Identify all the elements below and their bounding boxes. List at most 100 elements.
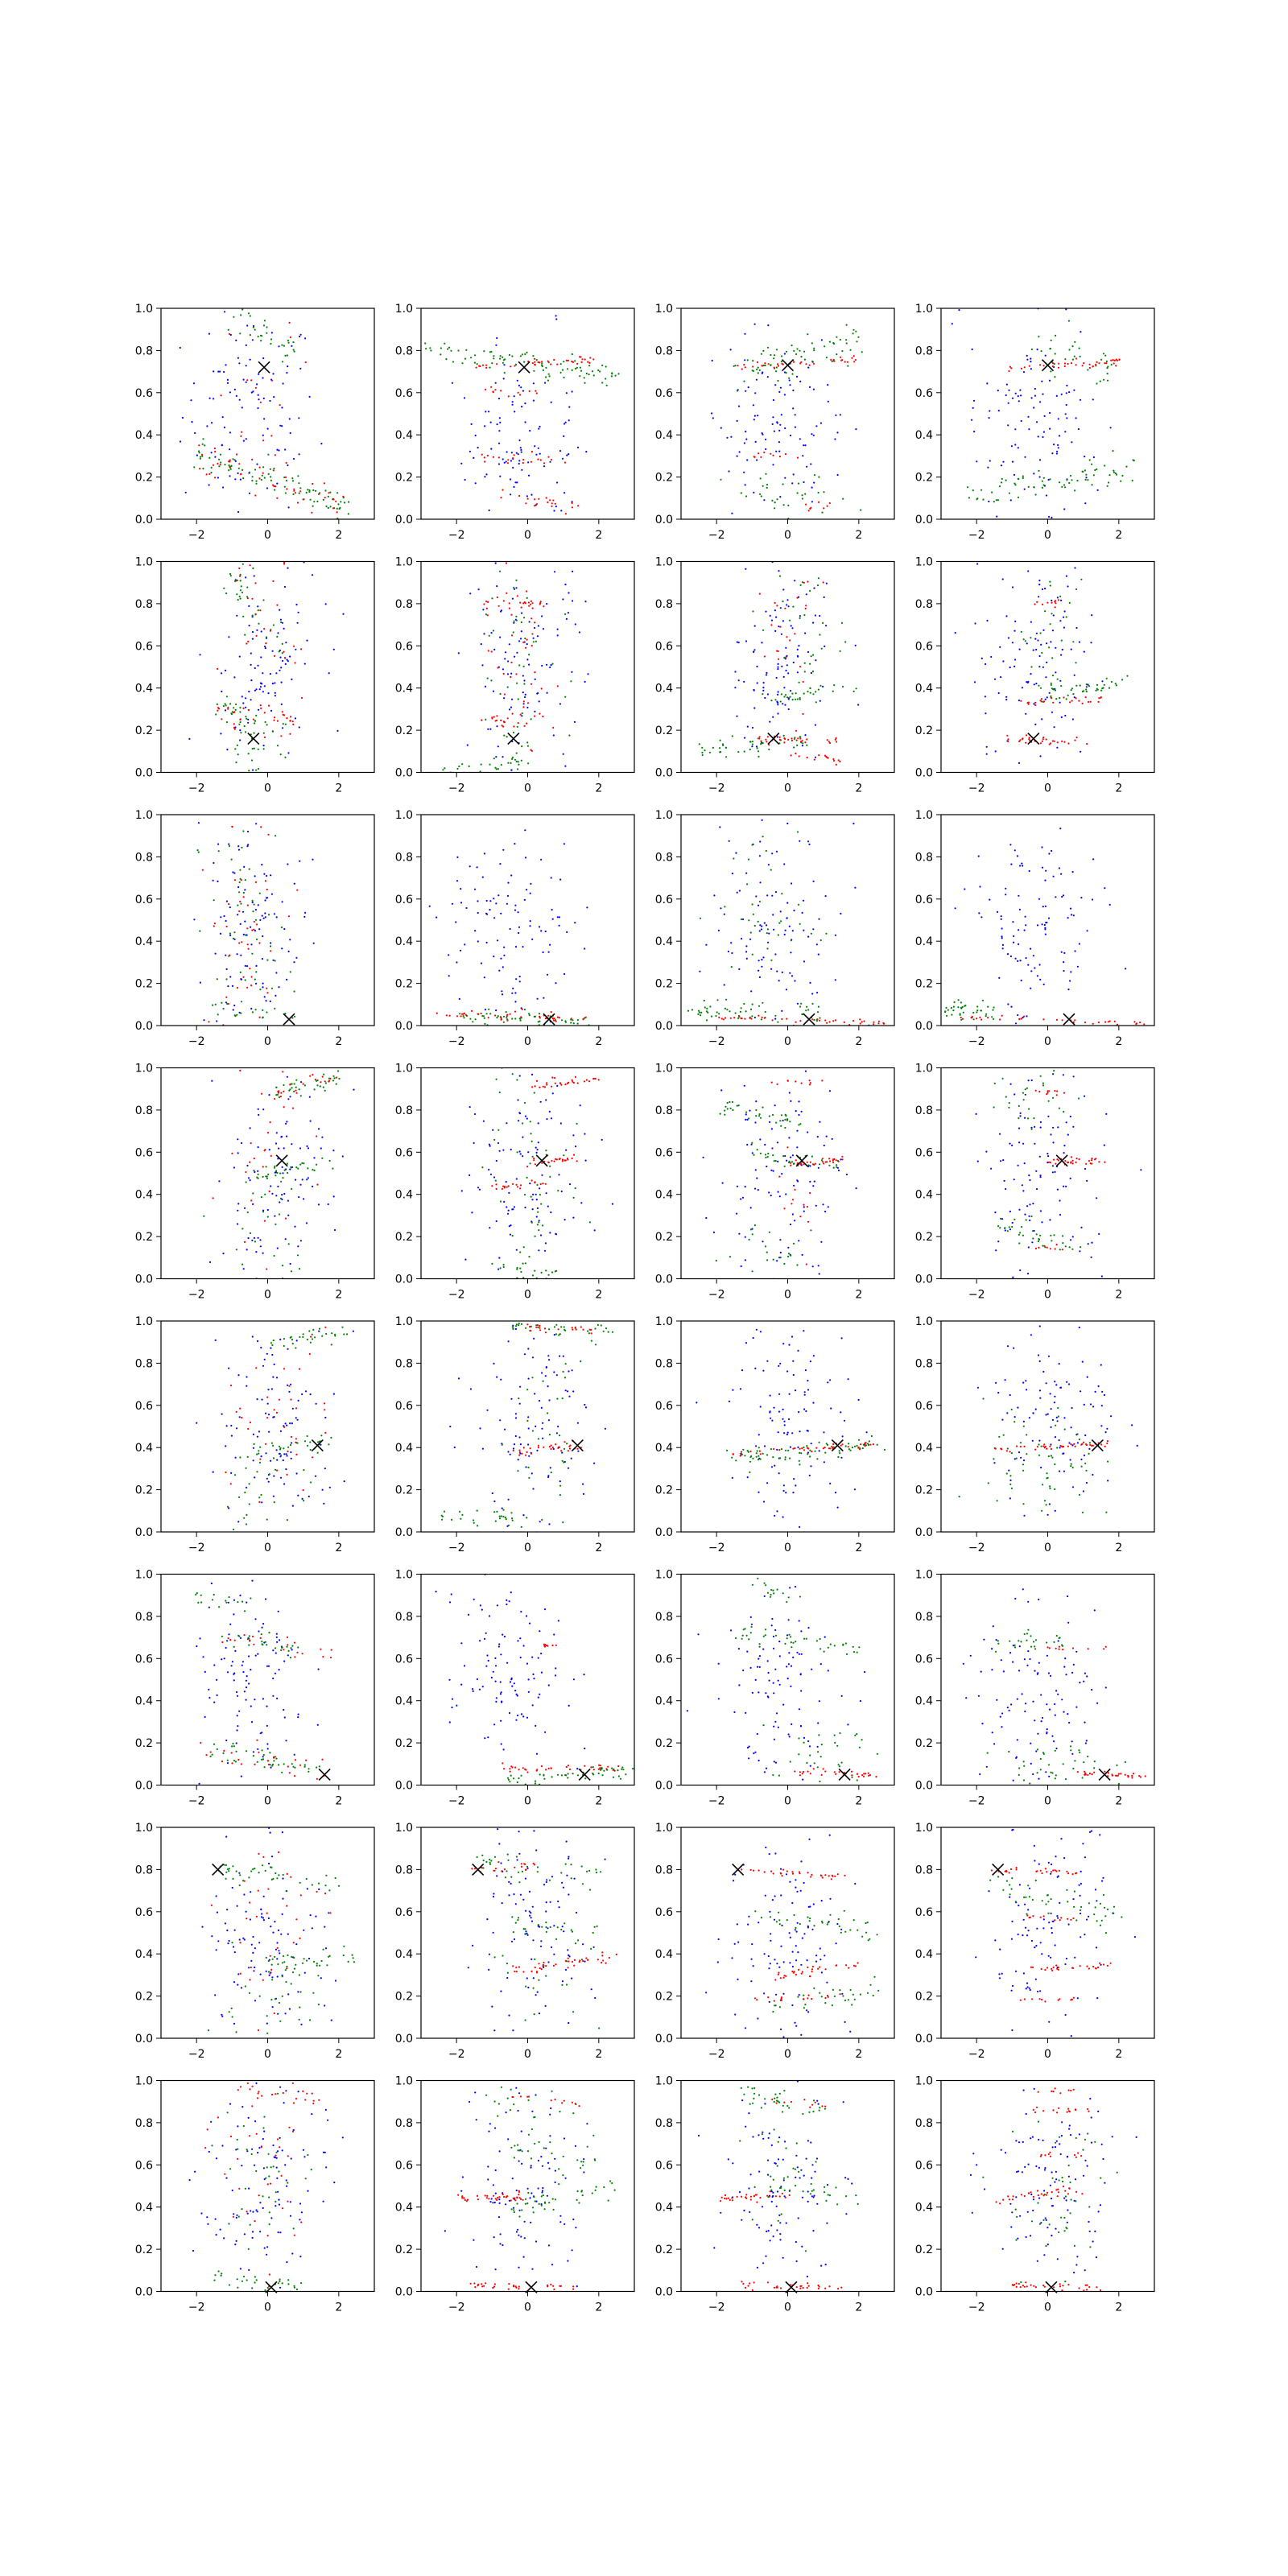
- data-point: [745, 1111, 748, 1113]
- data-point: [276, 497, 279, 499]
- data-point: [496, 725, 498, 728]
- data-point: [228, 281, 229, 283]
- data-point: [1064, 413, 1067, 415]
- data-point: [945, 1014, 948, 1017]
- data-point: [552, 734, 555, 737]
- data-point: [724, 1105, 727, 1108]
- data-point: [1036, 924, 1039, 927]
- data-point: [1087, 479, 1089, 481]
- data-point: [787, 1246, 790, 1249]
- data-point: [807, 935, 810, 938]
- data-point: [1079, 1250, 1081, 1253]
- data-point: [452, 361, 455, 363]
- data-point: [789, 639, 791, 642]
- data-point: [758, 1014, 760, 1017]
- data-point: [816, 1018, 819, 1021]
- data-point: [754, 440, 757, 444]
- data-point: [217, 850, 220, 852]
- data-point: [190, 399, 192, 402]
- data-point: [796, 648, 799, 651]
- data-point: [510, 762, 512, 765]
- data-point: [269, 468, 271, 470]
- data-point: [1038, 1237, 1040, 1241]
- data-point: [576, 446, 580, 449]
- data-point: [1112, 450, 1114, 452]
- data-point: [744, 1236, 746, 1238]
- data-point: [542, 628, 545, 630]
- data-point: [762, 349, 765, 352]
- data-point: [757, 737, 760, 740]
- data-point: [975, 1113, 977, 1115]
- data-point: [795, 1021, 797, 1023]
- data-point: [828, 741, 832, 745]
- data-point: [736, 1212, 738, 1215]
- data-point: [1108, 481, 1110, 484]
- data-point: [1085, 683, 1088, 686]
- data-point: [1079, 684, 1081, 687]
- data-point: [288, 1089, 291, 1092]
- data-point: [258, 1016, 261, 1018]
- data-point: [299, 333, 302, 336]
- data-point: [519, 1184, 522, 1187]
- data-point: [1014, 1022, 1018, 1025]
- data-point: [1001, 927, 1003, 930]
- data-point: [293, 1090, 295, 1092]
- data-point: [1033, 1284, 1034, 1286]
- data-point: [1073, 1056, 1075, 1058]
- data-point: [485, 366, 488, 369]
- panel-r1-c1: −2 0 20.00.20.40.60.81.0: [135, 281, 375, 542]
- data-point: [227, 328, 229, 331]
- data-point: [307, 1147, 310, 1150]
- data-point: [611, 373, 613, 375]
- data-point: [274, 553, 275, 555]
- data-point: [275, 672, 278, 675]
- data-point: [935, 1007, 936, 1009]
- y-tick-label: 0.0: [655, 1020, 673, 1033]
- data-point: [571, 671, 573, 673]
- data-point: [261, 958, 263, 960]
- data-point: [545, 1269, 547, 1272]
- data-point: [296, 502, 299, 504]
- data-point: [506, 1017, 508, 1019]
- data-point: [1038, 666, 1041, 668]
- data-point: [707, 1011, 709, 1013]
- data-point: [502, 966, 504, 968]
- data-point: [743, 471, 745, 473]
- data-point: [788, 619, 791, 621]
- data-point: [295, 1166, 298, 1169]
- data-point: [343, 502, 346, 504]
- data-point: [280, 681, 283, 683]
- data-point: [1005, 699, 1008, 701]
- data-point: [278, 650, 280, 653]
- data-point: [1029, 1203, 1031, 1206]
- data-point: [288, 321, 291, 324]
- data-point: [258, 1113, 260, 1116]
- data-point: [572, 1196, 575, 1199]
- data-point: [262, 440, 265, 442]
- data-point: [583, 1080, 586, 1083]
- data-point: [307, 1444, 309, 1447]
- data-point: [746, 459, 749, 461]
- data-point: [253, 1236, 255, 1239]
- y-tick-label: 0.0: [915, 514, 933, 526]
- data-point: [825, 582, 828, 584]
- data-point: [251, 458, 254, 461]
- data-point: [1022, 638, 1025, 641]
- data-point: [493, 1362, 495, 1364]
- data-point: [798, 1113, 800, 1117]
- data-point: [1009, 1142, 1011, 1145]
- data-point: [550, 401, 552, 403]
- data-point: [585, 372, 588, 375]
- data-point: [528, 1256, 530, 1258]
- data-point: [516, 651, 518, 654]
- data-point: [564, 513, 568, 515]
- series-blue: [460, 1067, 614, 1270]
- data-point: [259, 334, 262, 336]
- data-point: [536, 1149, 539, 1151]
- data-point: [323, 1502, 325, 1505]
- data-point: [267, 1389, 270, 1391]
- y-tick-label: 0.0: [135, 1020, 153, 1033]
- x-marker-stroke: [518, 361, 530, 374]
- data-point: [1071, 1236, 1074, 1238]
- data-point: [238, 910, 241, 913]
